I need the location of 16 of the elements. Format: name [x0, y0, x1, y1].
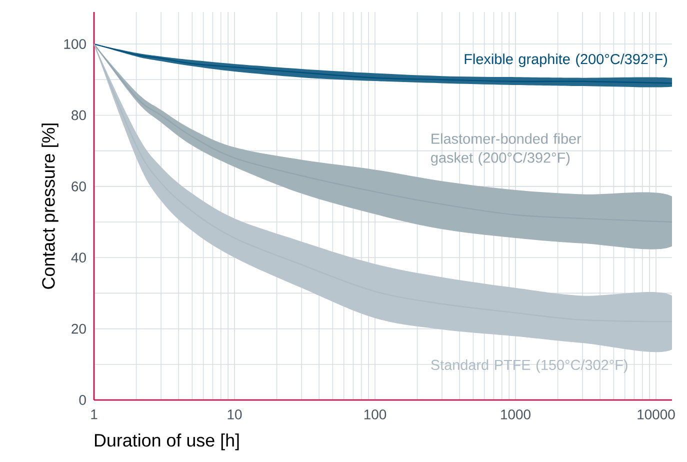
y-tick-label: 20 [72, 324, 86, 334]
series-label: Flexible graphite (200°C/392°F) [464, 54, 667, 68]
x-tick-label: 10000 [638, 410, 675, 420]
x-tick-label: 100 [364, 410, 386, 420]
text: Standard PTFE (150°C/302°F) [431, 359, 628, 373]
y-tick-label: 40 [71, 252, 86, 263]
y-axis-title: Contact pressure [%] [42, 124, 58, 289]
x-axis-title: Duration of use [h] [94, 434, 239, 450]
y-tick-label: 80 [72, 110, 86, 120]
y-tick-label: 0 [79, 395, 86, 405]
x-tick-label: 1000 [501, 410, 530, 420]
y-tick-label: 100 [64, 39, 86, 49]
x-tick-label: 10 [228, 410, 242, 420]
y-tick-label: 60 [72, 181, 86, 192]
x-tick-label: 1 [91, 410, 98, 420]
text: Elastomer-bonded fiber gasket (200°C/392°F) [431, 133, 582, 166]
